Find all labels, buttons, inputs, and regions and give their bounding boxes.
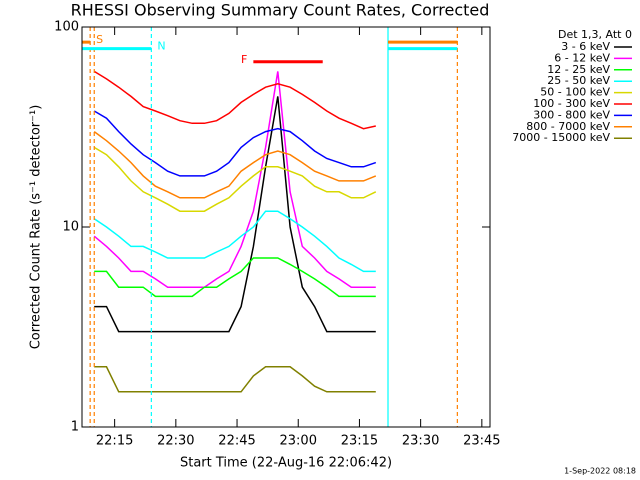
y-tick-label: 100 xyxy=(54,20,79,35)
legend-label: 800 - 7000 keV xyxy=(526,120,610,133)
series-line xyxy=(93,130,377,199)
series-line xyxy=(93,146,377,212)
legend-label: 50 - 100 keV xyxy=(540,86,610,99)
x-tick-label: 23:45 xyxy=(463,434,500,449)
x-tick-label: 22:30 xyxy=(157,434,194,449)
series-line xyxy=(93,110,377,177)
legend-label: 3 - 6 keV xyxy=(561,40,610,53)
chart-title: RHESSI Observing Summary Count Rates, Co… xyxy=(71,1,490,20)
annotation-label: S xyxy=(96,33,103,46)
x-tick-label: 23:15 xyxy=(341,434,378,449)
x-tick-label: 22:45 xyxy=(218,434,255,449)
x-tick-label: 23:30 xyxy=(402,434,439,449)
legend-label: 12 - 25 keV xyxy=(547,63,610,76)
legend-label: 300 - 800 keV xyxy=(533,108,610,121)
y-axis-label: Corrected Count Rate (s⁻¹ detector⁻¹) xyxy=(29,105,44,350)
x-tick-label: 22:15 xyxy=(96,434,133,449)
y-tick-label: 1 xyxy=(71,420,79,435)
series-line xyxy=(93,70,376,130)
series-line xyxy=(93,71,376,288)
series-line xyxy=(94,257,376,298)
annotation-label: N xyxy=(157,40,165,53)
y-tick-label: 10 xyxy=(62,220,79,235)
legend-label: 7000 - 15000 keV xyxy=(512,131,610,144)
legend-title: Det 1,3, Att 0 xyxy=(558,28,632,41)
plot-frame xyxy=(81,26,491,428)
annotation-label: F xyxy=(241,53,247,66)
legend-label: 25 - 50 keV xyxy=(547,74,610,87)
series-line xyxy=(94,366,376,393)
x-tick-label: 23:00 xyxy=(280,434,317,449)
x-axis-label: Start Time (22-Aug-16 22:06:42) xyxy=(180,456,392,471)
legend-label: 6 - 12 keV xyxy=(554,51,610,64)
series-line xyxy=(93,210,376,273)
legend-label: 100 - 300 keV xyxy=(533,97,610,110)
footer: 1-Sep-2022 08:18 xyxy=(564,467,636,476)
series-line xyxy=(94,96,376,333)
